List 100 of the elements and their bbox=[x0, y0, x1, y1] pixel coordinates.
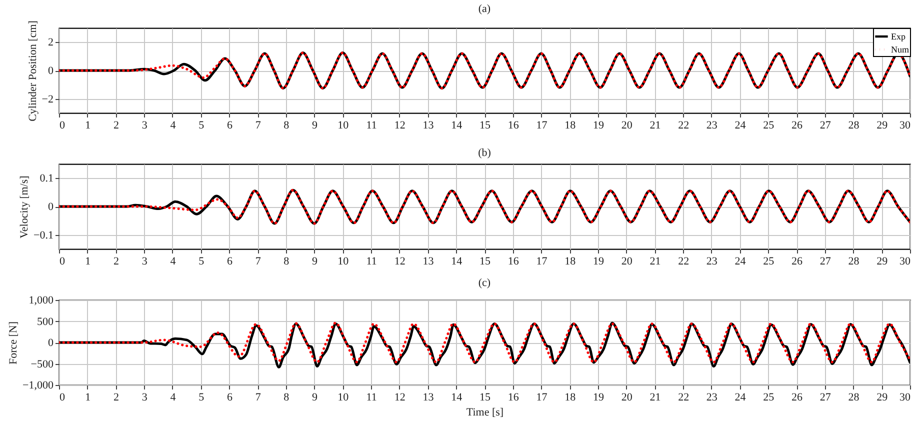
x-tick-label: 15 bbox=[480, 392, 491, 404]
x-tick-label: 9 bbox=[312, 392, 318, 404]
y-tick-label: 1,000 bbox=[28, 294, 54, 306]
x-tick-label: 8 bbox=[284, 256, 290, 268]
x-tick-label: 7 bbox=[255, 256, 262, 268]
x-tick-label: 16 bbox=[508, 392, 520, 404]
x-tick-label: 20 bbox=[621, 120, 633, 132]
x-tick-label: 0 bbox=[60, 120, 66, 132]
x-tick-label: 6 bbox=[226, 256, 233, 268]
x-tick-label: 27 bbox=[820, 120, 832, 132]
x-tick-label: 26 bbox=[792, 256, 804, 268]
x-tick-label: 23 bbox=[706, 256, 718, 268]
x-tick-label: 21 bbox=[650, 120, 661, 132]
x-tick-label: 17 bbox=[536, 256, 548, 268]
x-tick-label: 26 bbox=[792, 120, 804, 132]
x-tick-label: 29 bbox=[876, 256, 888, 268]
x-tick-label: 3 bbox=[142, 392, 148, 404]
x-tick-label: 18 bbox=[564, 392, 576, 404]
x-tick-label: 2 bbox=[113, 256, 119, 268]
y-tick-label: 0 bbox=[48, 201, 54, 213]
x-tick-label: 6 bbox=[226, 120, 233, 132]
x-tick-label: 28 bbox=[848, 120, 860, 132]
x-tick-label: 14 bbox=[451, 120, 463, 132]
x-tick-label: 5 bbox=[198, 256, 205, 268]
x-tick-label: 9 bbox=[312, 256, 318, 268]
x-tick-label: 1 bbox=[85, 120, 91, 132]
x-tick-label: 28 bbox=[848, 256, 860, 268]
x-tick-label: 28 bbox=[848, 392, 860, 404]
y-axis-title: Force [N] bbox=[8, 321, 20, 365]
x-tick-label: 9 bbox=[312, 120, 318, 132]
x-tick-label: 18 bbox=[564, 120, 576, 132]
x-tick-label: 5 bbox=[198, 392, 205, 404]
y-axis-title: Cylinder Position [cm] bbox=[26, 20, 39, 122]
x-tick-label: 13 bbox=[422, 392, 434, 404]
x-tick-label: 8 bbox=[284, 120, 290, 132]
x-tick-label: 24 bbox=[734, 120, 746, 132]
x-tick-label: 12 bbox=[394, 392, 406, 404]
y-tick-label: −500 bbox=[30, 358, 54, 370]
x-tick-label: 10 bbox=[338, 256, 350, 268]
x-tick-label: 30 bbox=[900, 120, 911, 132]
x-tick-label: 26 bbox=[792, 392, 804, 404]
x-tick-label: 19 bbox=[592, 256, 604, 268]
y-axis-title: Velocity [m/s] bbox=[18, 176, 31, 238]
x-tick-label: 22 bbox=[678, 256, 690, 268]
x-tick-label: 25 bbox=[763, 120, 775, 132]
x-tick-label: 6 bbox=[226, 392, 233, 404]
x-tick-label: 16 bbox=[508, 120, 520, 132]
x-tick-label: 27 bbox=[820, 256, 832, 268]
y-tick-label: 0 bbox=[48, 65, 54, 77]
x-tick-label: 1 bbox=[85, 256, 91, 268]
x-tick-label: 13 bbox=[422, 120, 434, 132]
x-tick-label: 14 bbox=[451, 256, 463, 268]
x-tick-label: 24 bbox=[734, 256, 746, 268]
x-tick-label: 29 bbox=[876, 120, 888, 132]
x-tick-label: 2 bbox=[113, 392, 119, 404]
y-tick-label: 0 bbox=[48, 337, 54, 349]
x-tick-label: 1 bbox=[85, 392, 91, 404]
y-tick-label: −1,000 bbox=[22, 380, 54, 392]
chart-title: (b) bbox=[478, 147, 492, 159]
x-tick-label: 17 bbox=[536, 120, 548, 132]
y-tick-label: 2 bbox=[48, 36, 54, 49]
y-tick-label: 500 bbox=[37, 316, 54, 328]
x-tick-label: 15 bbox=[480, 256, 491, 268]
legend-label: Exp bbox=[891, 32, 906, 42]
x-tick-label: 11 bbox=[366, 256, 377, 268]
x-tick-label: 4 bbox=[170, 392, 176, 404]
x-tick-label: 5 bbox=[198, 120, 205, 132]
x-tick-label: 19 bbox=[592, 392, 604, 404]
x-tick-label: 29 bbox=[876, 392, 888, 404]
x-tick-label: 30 bbox=[900, 256, 911, 268]
x-tick-label: 25 bbox=[763, 392, 775, 404]
x-tick-label: 7 bbox=[255, 120, 262, 132]
chart-title: (c) bbox=[478, 277, 491, 289]
x-tick-label: 20 bbox=[621, 392, 633, 404]
legend-label: Num bbox=[891, 44, 909, 54]
x-tick-label: 21 bbox=[650, 256, 661, 268]
y-tick-label: −2 bbox=[42, 93, 54, 106]
x-tick-label: 13 bbox=[422, 256, 434, 268]
x-tick-label: 11 bbox=[366, 120, 377, 132]
x-tick-label: 0 bbox=[60, 392, 66, 404]
x-tick-label: 7 bbox=[255, 392, 262, 404]
x-tick-label: 23 bbox=[706, 120, 718, 132]
x-tick-label: 12 bbox=[394, 256, 406, 268]
chart-title: (a) bbox=[478, 3, 491, 16]
x-tick-label: 14 bbox=[451, 392, 463, 404]
x-tick-label: 12 bbox=[394, 120, 406, 132]
x-axis-title: Time [s] bbox=[466, 406, 504, 418]
x-tick-label: 24 bbox=[734, 392, 746, 404]
x-tick-label: 3 bbox=[142, 120, 148, 132]
x-tick-label: 17 bbox=[536, 392, 548, 404]
x-tick-label: 4 bbox=[170, 120, 176, 132]
x-tick-label: 10 bbox=[338, 392, 350, 404]
x-tick-label: 30 bbox=[900, 392, 911, 404]
y-tick-label: 0.1 bbox=[40, 172, 54, 185]
x-tick-label: 19 bbox=[592, 120, 604, 132]
x-tick-label: 23 bbox=[706, 392, 718, 404]
x-tick-label: 15 bbox=[480, 120, 491, 132]
y-tick-label: −0.1 bbox=[34, 229, 54, 242]
x-tick-label: 11 bbox=[366, 392, 377, 404]
x-tick-label: 16 bbox=[508, 256, 520, 268]
